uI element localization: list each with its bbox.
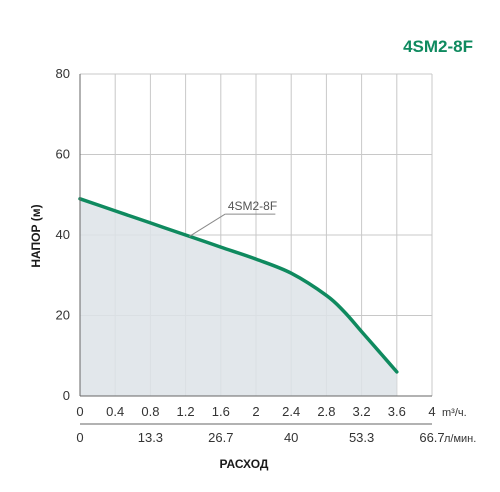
x-primary-tick-label: 0.4	[106, 404, 124, 419]
y-tick-label: 80	[56, 66, 70, 81]
x-primary-tick-label: 3.2	[353, 404, 371, 419]
x-secondary-tick-label: 26.7	[208, 430, 233, 445]
curve-label-leader	[188, 213, 226, 238]
x-primary-tick-label: 4	[428, 404, 435, 419]
x-primary-tick-label: 2	[252, 404, 259, 419]
x-primary-tick-label: 1.6	[212, 404, 230, 419]
curve-label-group: 4SM2-8F	[188, 199, 277, 238]
x-secondary-tick-labels: 0 13.3 26.7 40 53.3 66.7	[76, 430, 444, 445]
x-secondary-tick-label: 53.3	[349, 430, 374, 445]
head-curve-line	[78, 197, 399, 374]
y-axis-title: НАПОР (м)	[29, 204, 43, 267]
y-tick-label: 60	[56, 147, 70, 162]
x-primary-tick-label: 1.2	[177, 404, 195, 419]
x-primary-unit: m³/ч.	[442, 407, 467, 419]
x-primary-tick-label: 2.4	[282, 404, 300, 419]
y-tick-label: 40	[56, 227, 70, 242]
x-primary-tick-label: 3.6	[388, 404, 406, 419]
x-secondary-unit: л/мин.	[444, 433, 476, 445]
x-secondary-tick-label: 66.7	[419, 430, 444, 445]
y-tick-label: 20	[56, 308, 70, 323]
x-primary-tick-label: 0	[76, 404, 83, 419]
x-primary-tick-label: 0.8	[141, 404, 159, 419]
head-area-fill	[80, 198, 397, 396]
x-primary-tick-label: 2.8	[317, 404, 335, 419]
x-secondary-tick-label: 40	[284, 430, 298, 445]
x-primary-tick-labels: 0 0.4 0.8 1.2 1.6 2 2.4 2.8 3.2 3.6 4	[76, 404, 435, 419]
chart-title: 4SM2-8F	[403, 37, 473, 56]
x-secondary-tick-label: 0	[76, 430, 83, 445]
y-tick-label: 0	[63, 388, 70, 403]
x-axis-title: РАСХОД	[220, 457, 269, 471]
x-secondary-tick-label: 13.3	[138, 430, 163, 445]
y-tick-labels: 0 20 40 60 80	[56, 66, 70, 403]
axes	[79, 74, 432, 425]
curve-label: 4SM2-8F	[228, 199, 277, 213]
